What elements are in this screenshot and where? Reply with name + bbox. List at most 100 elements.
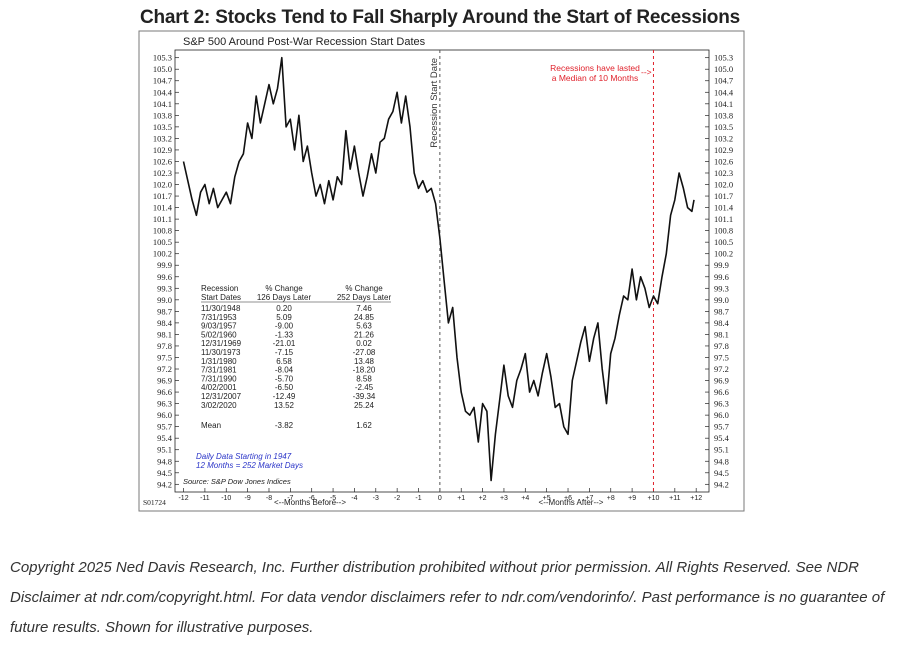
y-tick-label-left: 94.5 <box>157 468 172 478</box>
y-tick-label-left: 98.7 <box>157 306 172 316</box>
table-cell-252d: 21.26 <box>354 330 375 339</box>
table-cell-252d: -39.34 <box>353 392 376 401</box>
table-cell-252d: -2.45 <box>355 383 374 392</box>
x-tick-label: -1 <box>415 495 421 502</box>
y-tick-label-right: 96.6 <box>714 387 729 397</box>
table-cell-252d: 5.63 <box>356 322 372 331</box>
y-tick-label-right: 96.3 <box>714 399 729 409</box>
y-tick-label-right: 103.5 <box>714 122 733 132</box>
table-rows: 11/30/1948 0.20 7.46 7/31/1953 5.09 24.85 9/03… <box>201 304 376 410</box>
y-tick-label-left: 98.1 <box>157 329 172 339</box>
table-cell-date: 11/30/1973 <box>201 348 241 357</box>
y-tick-label-right: 104.1 <box>714 99 733 109</box>
y-tick-label-right: 101.1 <box>714 214 733 224</box>
y-tick-label-right: 102.6 <box>714 156 733 166</box>
table-cell-date: 1/31/1980 <box>201 357 237 366</box>
table-cell-126d: 0.20 <box>276 304 292 313</box>
y-tick-label-left: 96.6 <box>157 387 172 397</box>
table-cell-126d: -6.50 <box>275 383 294 392</box>
table-cell-126d: -5.70 <box>275 374 294 383</box>
y-tick-label-left: 99.6 <box>157 272 172 282</box>
table-cell-date: 7/31/1981 <box>201 366 237 375</box>
y-tick-label-right: 102.9 <box>714 145 733 155</box>
table-cell-date: 12/31/2007 <box>201 392 242 401</box>
y-tick-label-right: 100.2 <box>714 249 733 259</box>
note-market-days: 12 Months = 252 Market Days <box>196 461 303 470</box>
x-tick-label: +9 <box>628 495 636 502</box>
y-tick-label-left: 105.0 <box>153 64 172 74</box>
y-tick-label-right: 104.4 <box>714 87 734 97</box>
table-cell-126d: -12.49 <box>273 392 296 401</box>
y-tick-label-left: 96.3 <box>157 399 172 409</box>
x-tick-label: +4 <box>521 495 529 502</box>
x-tick-label: -11 <box>200 495 210 502</box>
x-tick-label: +11 <box>669 495 680 502</box>
note-daily-data: Daily Data Starting in 1947 <box>196 452 292 461</box>
table-cell-252d: 7.46 <box>356 304 372 313</box>
y-tick-label-left: 95.4 <box>157 433 173 443</box>
chart-frame <box>138 30 745 512</box>
y-tick-label-right: 99.3 <box>714 283 729 293</box>
table-cell-126d: -1.33 <box>275 330 294 339</box>
x-tick-label: +7 <box>585 495 593 502</box>
x-tick-label: +8 <box>607 495 615 502</box>
table-cell-126d: -8.04 <box>275 366 294 375</box>
y-tick-label-left: 97.5 <box>157 352 172 362</box>
x-tick-label: -9 <box>245 495 251 502</box>
y-tick-label-left: 97.8 <box>157 341 172 351</box>
x-tick-label: -3 <box>373 495 379 502</box>
y-tick-label-right: 98.1 <box>714 329 729 339</box>
y-tick-label-left: 99.3 <box>157 283 172 293</box>
x-tick-label: -7 <box>287 495 293 502</box>
y-tick-label-right: 97.8 <box>714 341 729 351</box>
y-tick-label-left: 96.9 <box>157 376 172 386</box>
y-tick-label-left: 103.2 <box>153 133 172 143</box>
table-mean-label: Mean <box>201 421 221 430</box>
chart-title: Chart 2: Stocks Tend to Fall Sharply Aro… <box>140 7 740 28</box>
y-tick-label-right: 99.0 <box>714 295 729 305</box>
y-tick-label-right: 98.4 <box>714 318 730 328</box>
y-tick-label-right: 100.8 <box>714 226 733 236</box>
table-header-2a: % Change <box>265 284 303 293</box>
table-cell-252d: -18.20 <box>353 366 376 375</box>
plot-area <box>174 49 710 493</box>
chart-subtitle: S&P 500 Around Post-War Recession Start … <box>183 36 426 48</box>
x-tick-label: -12 <box>178 495 188 502</box>
table-cell-252d: 25.24 <box>354 401 375 410</box>
y-tick-label-right: 104.7 <box>714 76 733 86</box>
recession-stats-table: Recession Start Dates % Change 126 Days … <box>201 284 391 430</box>
x-tick-label: +12 <box>690 495 702 502</box>
y-tick-label-right: 94.8 <box>714 456 729 466</box>
y-tick-label-left: 104.4 <box>153 87 173 97</box>
y-tick-label-left: 100.8 <box>153 226 172 236</box>
x-tick-label: -4 <box>351 495 357 502</box>
y-tick-label-left: 102.3 <box>153 168 172 178</box>
y-tick-label-left: 104.7 <box>153 76 172 86</box>
table-header-3a: % Change <box>345 284 383 293</box>
table-cell-126d: -7.15 <box>275 348 294 357</box>
y-tick-label-left: 102.6 <box>153 156 172 166</box>
y-tick-label-right: 100.5 <box>714 237 733 247</box>
y-tick-label-left: 95.7 <box>157 422 172 432</box>
y-tick-label-right: 101.4 <box>714 203 734 213</box>
y-tick-label-left: 94.2 <box>157 479 172 489</box>
y-tick-label-right: 103.8 <box>714 110 733 120</box>
reference-lines <box>439 50 654 492</box>
y-tick-label-left: 95.1 <box>157 445 172 455</box>
copyright-notice: Copyright 2025 Ned Davis Research, Inc. … <box>10 559 885 636</box>
y-tick-label-left: 102.9 <box>153 145 172 155</box>
y-tick-label-left: 100.5 <box>153 237 172 247</box>
table-cell-126d: 5.09 <box>276 313 292 322</box>
x-tick-label: -2 <box>394 495 400 502</box>
y-tick-label-left: 94.8 <box>157 456 172 466</box>
table-cell-date: 11/30/1948 <box>201 304 241 313</box>
x-tick-label: +10 <box>648 495 660 502</box>
y-tick-label-left: 101.7 <box>153 191 172 201</box>
y-tick-label-left: 99.9 <box>157 260 172 270</box>
y-tick-label-right: 99.9 <box>714 260 729 270</box>
x-tick-label: +6 <box>564 495 572 502</box>
y-tick-label-left: 103.8 <box>153 110 172 120</box>
